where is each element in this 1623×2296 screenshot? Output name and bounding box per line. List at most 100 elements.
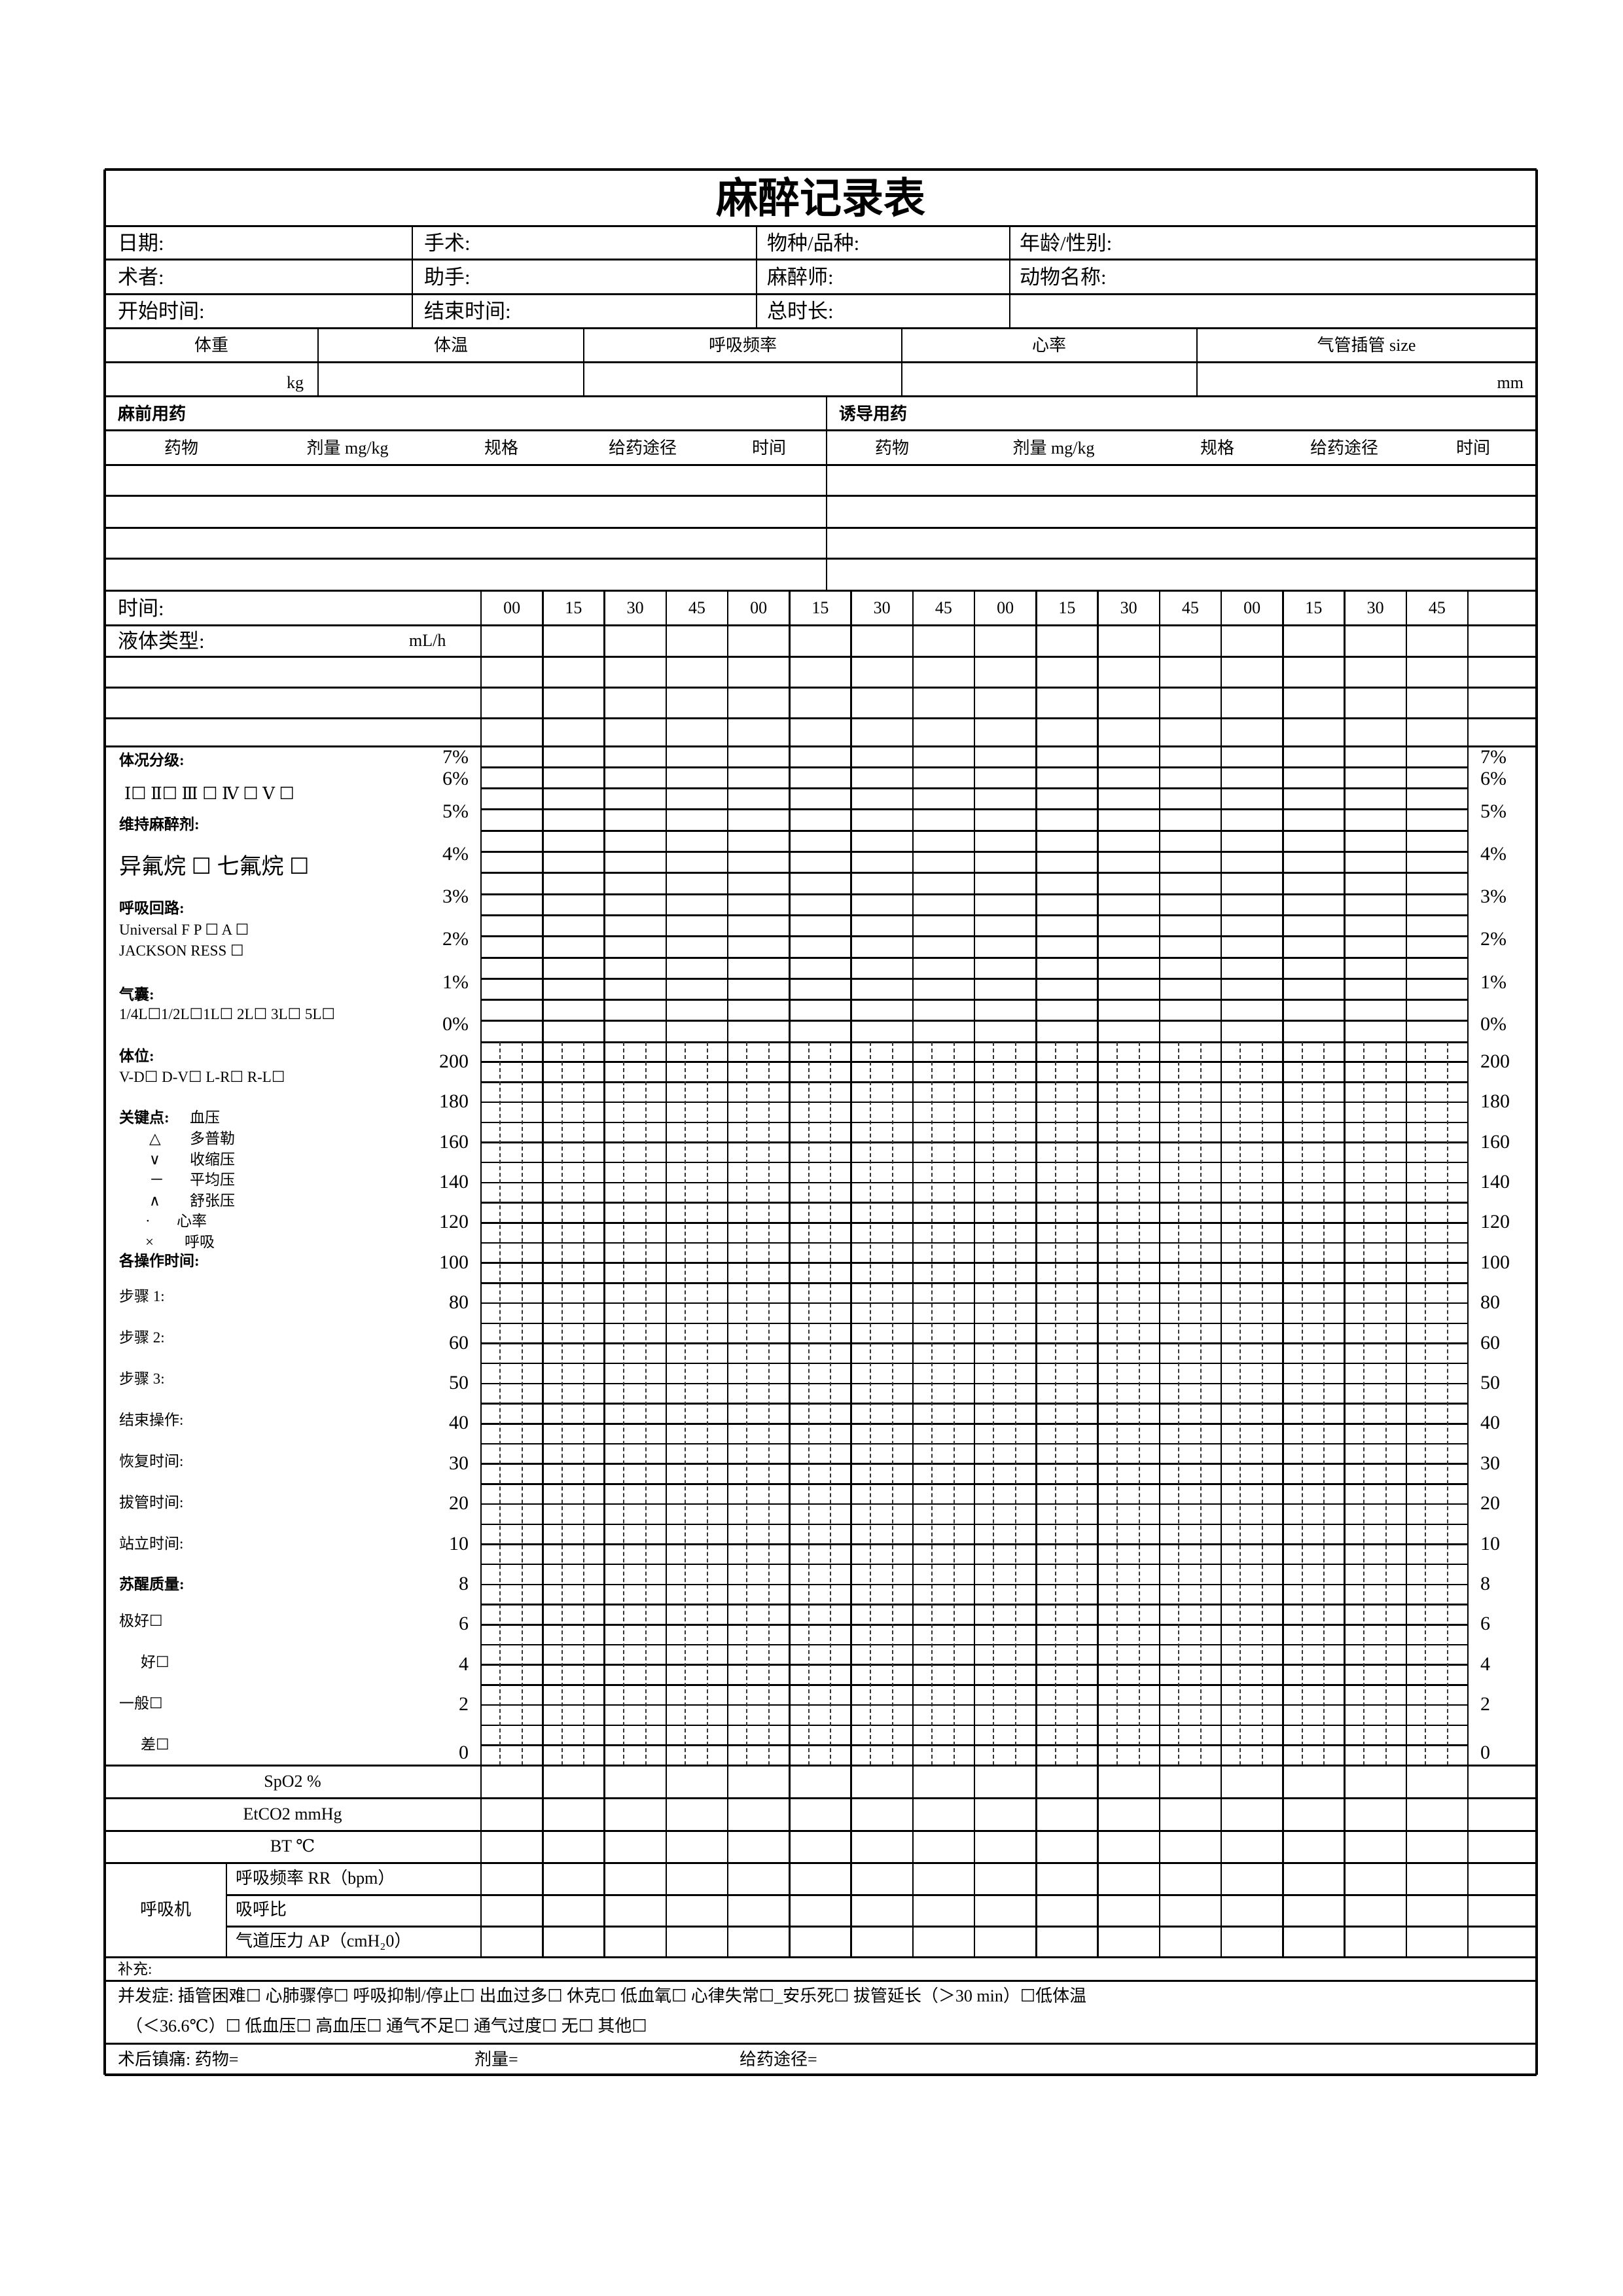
operation-time-field[interactable]: 站立时间: (119, 1535, 184, 1552)
gas-axis-label-right: 3% (1480, 886, 1507, 907)
weight-unit[interactable]: kg (287, 373, 304, 392)
recovery-quality-option[interactable]: 极好☐ (119, 1613, 163, 1629)
time-row-label: 时间: (118, 597, 164, 620)
recovery-quality-option[interactable]: 一般☐ (119, 1695, 163, 1712)
grid-dashed-line (1301, 1042, 1303, 1765)
complications-line-2[interactable]: （＜36.6℃）☐ 低血压☐ 高血压☐ 通气不足☐ 通气过度☐ 无☐ 其他☐ (126, 2017, 647, 2036)
vital-axis-label-left: 8 (459, 1572, 469, 1594)
operation-time-field[interactable]: 步骤 2: (119, 1329, 165, 1346)
gas-axis-label-right: 5% (1480, 800, 1507, 822)
recovery-title: 苏醒质量: (119, 1576, 185, 1592)
gas-axis-label-left: 2% (442, 928, 469, 950)
grid-dashed-line (1077, 1042, 1079, 1765)
vital-axis-label-left: 100 (439, 1251, 469, 1273)
grid-line (105, 1956, 1537, 1958)
fluid-unit: mL/h (409, 631, 446, 650)
gas-axis-label-left: 4% (442, 843, 469, 865)
operation-time-field[interactable]: 恢复时间: (119, 1453, 184, 1469)
vital-axis-label-right: 180 (1480, 1090, 1510, 1113)
grid-line (1035, 590, 1037, 1957)
gas-axis-label-left: 5% (442, 800, 469, 822)
operation-time-field[interactable]: 拔管时间: (119, 1494, 184, 1511)
supplement-field[interactable]: 补充: (118, 1961, 152, 1977)
vital-axis-label-left: 60 (449, 1331, 469, 1354)
postop-route-field[interactable]: 给药途径= (740, 2050, 817, 2069)
grid-dashed-line (522, 1042, 524, 1765)
body-temp-label: BT ℃ (270, 1837, 315, 1856)
weight-header: 体重 (194, 336, 229, 355)
grid-line (105, 526, 1537, 529)
induction-route-header: 给药途径 (1310, 439, 1379, 457)
grid-dashed-line (561, 1042, 563, 1765)
maintenance-options[interactable]: 异氟烷 ☐ 七氟烷 ☐ (119, 855, 310, 879)
vital-axis-label-right: 30 (1480, 1452, 1500, 1474)
date-field[interactable]: 日期: (118, 232, 164, 255)
induction-dose-header: 剂量 mg/kg (1012, 439, 1095, 457)
vital-axis-label-right: 2 (1480, 1693, 1490, 1715)
circuit-option-jackson[interactable]: JACKSON RESS ☐ (119, 942, 244, 959)
vital-axis-label-left: 200 (439, 1050, 469, 1072)
position-options[interactable]: V-D☐ D-V☐ L-R☐ R-L☐ (119, 1069, 285, 1085)
asa-options[interactable]: Ⅰ☐ Ⅱ☐ Ⅲ ☐ Ⅳ ☐ Ⅴ ☐ (124, 784, 294, 803)
recovery-quality-option[interactable]: 差☐ (141, 1736, 169, 1753)
grid-dashed-line (685, 1042, 687, 1765)
total-duration-field[interactable]: 总时长: (767, 300, 834, 323)
complications-line-1[interactable]: 并发症: 插管困难☐ 心肺骤停☐ 呼吸抑制/停止☐ 出血过多☐ 休克☐ 低血氧☐… (118, 1986, 1087, 2005)
position-title: 体位: (119, 1048, 154, 1064)
circuit-option-universal[interactable]: Universal F P ☐ A ☐ (119, 922, 249, 938)
maintenance-title: 维持麻醉剂: (119, 816, 200, 833)
grid-line (755, 226, 758, 328)
time-tick: 00 (997, 598, 1014, 617)
age-sex-field[interactable]: 年龄/性别: (1020, 232, 1113, 255)
start-time-field[interactable]: 开始时间: (118, 300, 205, 323)
grid-line (1344, 590, 1346, 1957)
grid-line (105, 745, 1537, 747)
tube-unit[interactable]: mm (1497, 373, 1524, 392)
time-tick: 45 (688, 598, 705, 617)
operation-time-field[interactable]: 步骤 1: (119, 1288, 165, 1304)
grid-line (105, 293, 1537, 295)
vital-axis-label-right: 120 (1480, 1211, 1510, 1233)
animal-name-field[interactable]: 动物名称: (1020, 266, 1107, 289)
gas-axis-label-left: 6% (442, 768, 469, 789)
anesthetist-field[interactable]: 麻醉师: (767, 266, 834, 289)
vital-axis-label-left: 160 (439, 1130, 469, 1153)
grid-line (105, 557, 1537, 560)
end-time-field[interactable]: 结束时间: (424, 300, 511, 323)
surgeon-field[interactable]: 术者: (118, 266, 164, 289)
grid-dashed-line (1385, 1042, 1387, 1765)
grid-line (105, 624, 1537, 626)
species-breed-field[interactable]: 物种/品种: (767, 232, 860, 255)
grid-dashed-line (1240, 1042, 1241, 1765)
induction-title: 诱导用药 (839, 404, 908, 423)
vital-axis-label-right: 4 (1480, 1653, 1490, 1675)
grid-line (1196, 328, 1198, 396)
operation-time-field[interactable]: 步骤 3: (119, 1371, 165, 1387)
time-tick: 45 (1428, 598, 1446, 617)
vital-axis-label-right: 20 (1480, 1492, 1500, 1515)
vital-axis-label-right: 8 (1480, 1572, 1490, 1594)
operation-time-field[interactable]: 结束操作: (119, 1412, 184, 1428)
grid-dashed-line (1200, 1042, 1202, 1765)
postop-drug-field[interactable]: 术后镇痛: 药物= (118, 2050, 239, 2069)
grid-line (105, 168, 1537, 171)
grid-line (901, 328, 903, 396)
time-tick: 15 (1058, 598, 1076, 617)
grid-dashed-line (622, 1042, 624, 1765)
grid-dashed-line (1446, 1042, 1448, 1765)
etco2-label: EtCO2 mmHg (243, 1804, 342, 1823)
grid-line (850, 590, 852, 1957)
grid-line (105, 1829, 1537, 1832)
postop-dose-field[interactable]: 剂量= (474, 2050, 518, 2069)
grid-dashed-line (1015, 1042, 1017, 1765)
gas-axis-label-right: 2% (1480, 928, 1507, 950)
legend-symbol: ∨ (149, 1151, 160, 1168)
surgery-field[interactable]: 手术: (424, 232, 471, 255)
gas-axis-label-right: 6% (1480, 768, 1507, 789)
bag-options[interactable]: 1/4L☐1/2L☐1L☐ 2L☐ 3L☐ 5L☐ (119, 1006, 336, 1022)
grid-dashed-line (869, 1042, 871, 1765)
grid-line (1158, 590, 1160, 1957)
recovery-quality-option[interactable]: 好☐ (141, 1654, 169, 1670)
assistant-field[interactable]: 助手: (424, 266, 471, 289)
heart-rate-header: 心率 (1031, 336, 1067, 355)
